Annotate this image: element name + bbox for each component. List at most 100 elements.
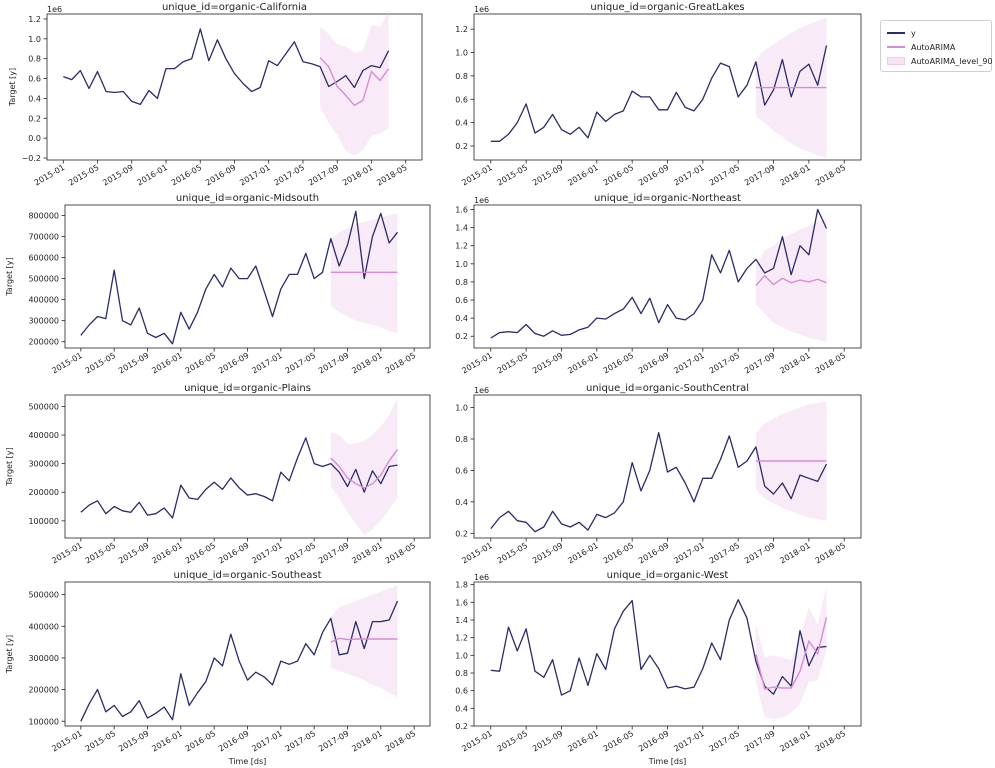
x-tick-label: 2017-09 (317, 541, 350, 566)
x-tick-label: 2015-01 (460, 351, 493, 376)
x-tick-label: 2017-01 (672, 541, 705, 566)
autoarima-forecast-line (330, 637, 398, 643)
legend: y AutoARIMA AutoARIMA_level_90 (880, 20, 993, 72)
x-tick-label: 2018-05 (814, 351, 847, 376)
x-tick-label: 2015-01 (50, 351, 83, 376)
x-tick-label: 2018-01 (778, 729, 811, 754)
x-tick-label: 2016-01 (566, 351, 599, 376)
y-tick-label: 0.4 (455, 314, 468, 323)
x-tick-label: 2016-01 (566, 163, 599, 188)
x-tick-label: 2018-01 (778, 541, 811, 566)
y-tick-label: 1.2 (455, 634, 468, 643)
subplot-title: unique_id=organic-West (607, 570, 729, 581)
y-offset-label: 1e6 (474, 386, 489, 395)
autoarima-forecast-line (755, 617, 828, 690)
y-tick-label: 1.2 (455, 242, 468, 251)
y-tick-label: 1.0 (455, 651, 468, 660)
x-tick-label: 2017-01 (250, 351, 283, 376)
x-tick-label: 2017-09 (743, 729, 776, 754)
x-tick-label: 2018-05 (814, 541, 847, 566)
x-tick-label: 2016-05 (184, 351, 217, 376)
x-tick-label: 2015-05 (67, 163, 100, 188)
x-tick-label: 2015-09 (531, 541, 564, 566)
x-tick-label: 2015-09 (531, 351, 564, 376)
y-offset-label: 1e6 (474, 573, 489, 582)
x-tick-label: 2016-01 (150, 541, 183, 566)
legend-label-y: y (911, 28, 916, 38)
y-axis-label: Target [y] (8, 68, 17, 107)
y-tick-label: 300000 (28, 654, 59, 663)
subplot-1: unique_id=organic-California 1e6 −0.2 0.0 0.… (8, 2, 423, 188)
y-tick-label: 0.8 (455, 669, 468, 678)
x-tick-label: 2017-05 (284, 541, 317, 566)
x-tick-label: 2015-05 (84, 351, 117, 376)
x-tick-label: 2018-01 (350, 541, 383, 566)
x-tick-label: 2016-05 (184, 541, 217, 566)
subplot-7: unique_id=organic-Southeast 100000 200000 3… (5, 570, 431, 766)
y-tick-label: 0.0 (28, 134, 41, 143)
x-tick-label: 2017-01 (238, 163, 271, 188)
x-tick-label: 2018-01 (778, 163, 811, 188)
y-tick-label: 1.2 (455, 25, 468, 34)
x-tick-label: 2017-09 (317, 729, 350, 754)
y-tick-label: 100000 (28, 717, 59, 726)
y-tick-label: 0.8 (455, 435, 468, 444)
x-tick-label: 2015-09 (117, 541, 150, 566)
y-tick-label: 1.6 (455, 206, 468, 215)
subplot-2: unique_id=organic-GreatLakes 1e6 0.2 0.4 0.6… (455, 2, 862, 188)
x-tick-label: 2017-05 (284, 729, 317, 754)
x-tick-label: 2016-05 (602, 351, 635, 376)
y-tick-label: 0.6 (455, 687, 468, 696)
y-tick-label: 300000 (28, 317, 59, 326)
subplot-4: unique_id=organic-Northeast 1e6 0.2 0.4 0.6 0… (455, 193, 862, 376)
y-tick-label: 1.8 (455, 581, 468, 590)
y-tick-label: 800000 (28, 212, 59, 221)
y-tick-label: 500000 (28, 275, 59, 284)
x-tick-label: 2018-05 (384, 351, 417, 376)
y-axis-label: Target [y] (5, 635, 14, 674)
autoarima-level-90-band (320, 10, 389, 156)
autoarima-forecast-line (319, 57, 390, 107)
series-y-line (80, 437, 398, 519)
x-tick-label: 2016-01 (136, 163, 169, 188)
series-y-line (490, 45, 828, 142)
y-tick-label: 0.4 (455, 498, 468, 507)
x-tick-label: 2016-05 (602, 541, 635, 566)
x-tick-label: 2018-05 (814, 163, 847, 188)
subplot-title: unique_id=organic-GreatLakes (590, 2, 744, 13)
x-tick-label: 2015-05 (84, 541, 117, 566)
x-tick-label: 2015-01 (460, 729, 493, 754)
autoarima-forecast-line (755, 274, 827, 287)
autoarima-level-90-band (755, 218, 827, 342)
subplot-3: unique_id=organic-Midsouth 200000 300000 40… (5, 193, 431, 376)
autoarima-forecast-line (330, 448, 399, 489)
legend-item-level-90: AutoARIMA_level_90 (887, 55, 993, 67)
y-tick-label: 1.0 (455, 404, 468, 413)
x-tick-label: 2015-09 (101, 163, 134, 188)
x-tick-label: 2016-01 (566, 729, 599, 754)
x-tick-label: 2017-09 (743, 541, 776, 566)
x-tick-label: 2015-05 (496, 163, 529, 188)
y-tick-label: 0.6 (455, 95, 468, 104)
x-tick-label: 2015-01 (50, 541, 83, 566)
x-tick-label: 2017-01 (672, 351, 705, 376)
y-tick-label: 1.6 (455, 598, 468, 607)
x-tick-label: 2015-01 (33, 163, 66, 188)
subplot-6: unique_id=organic-SouthCentral 1e6 0.2 0.4 0… (455, 383, 862, 566)
x-tick-label: 2015-01 (50, 729, 83, 754)
y-tick-label: 0.6 (455, 466, 468, 475)
legend-swatch-level-90 (887, 57, 905, 65)
x-tick-label: 2017-09 (743, 351, 776, 376)
y-tick-label: 400000 (28, 296, 59, 305)
x-tick-label: 2018-01 (778, 351, 811, 376)
x-tick-label: 2016-09 (204, 163, 237, 188)
y-tick-label: 600000 (28, 254, 59, 263)
x-tick-label: 2017-09 (743, 163, 776, 188)
y-tick-label: 0.8 (455, 72, 468, 81)
series-y-line (63, 28, 390, 106)
y-tick-label: 500000 (28, 402, 59, 411)
x-tick-label: 2018-05 (375, 163, 408, 188)
y-tick-label: 200000 (28, 338, 59, 347)
subplot-title: unique_id=organic-California (162, 2, 307, 13)
